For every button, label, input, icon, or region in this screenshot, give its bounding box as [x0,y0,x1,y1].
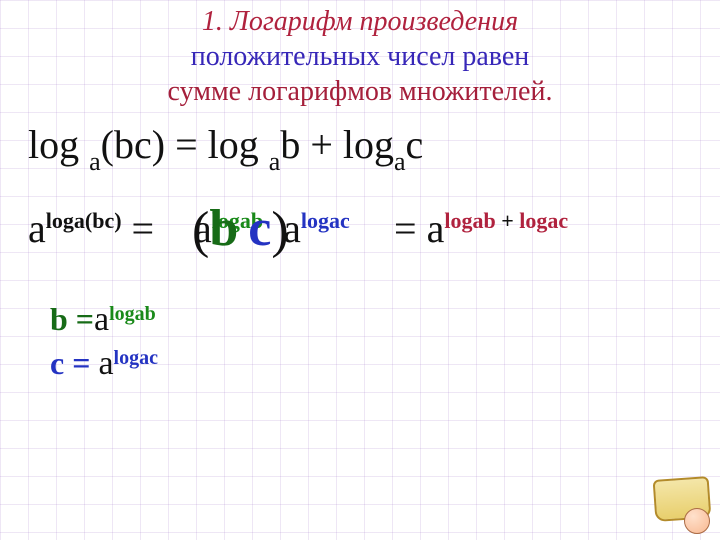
subst-c: c [50,345,64,381]
subst-a2: a [98,345,113,382]
subst-b-line: b =alogab [50,301,696,339]
log-tok-1: log [28,122,79,167]
proof-layer-bc: (b c) [192,199,289,258]
exp-logac-blue: logac [301,208,350,233]
exp-plus: + [496,208,520,233]
proof-eq2: = [394,206,427,251]
proof-line: alogab alogac (b c) aloga(bc) = = alogab… [24,203,696,293]
proof-eq1: = [122,206,155,251]
log-base-2: a [269,147,281,176]
subst-exp-logac: logac [114,347,158,369]
subst-exp-logab: logab [109,303,156,325]
title-line-2: положительных чисел равен [191,41,530,72]
log-tok-3: log [343,122,394,167]
log-arg-bc: (bc) [101,122,165,167]
eq-sign-1: = [165,122,208,167]
subst-a1: a [94,301,109,338]
log-base-1: a [89,147,101,176]
corner-decoration-icon [654,478,712,536]
slide-title: 1. Логарифм произведения положительных ч… [24,4,696,109]
big-b: b [209,200,238,257]
big-c: c [248,200,271,257]
log-base-3: a [394,147,406,176]
subst-c-line: c = alogac [50,345,696,383]
proof-left: aloga(bc) = [28,205,154,252]
plus-sign: + [300,122,343,167]
log-identity: log a(bc) = log ab + logac [28,121,696,185]
log-arg-c: c [406,122,424,167]
exp-logac-red: logac [519,208,568,233]
proof-a3: a [427,206,445,251]
exp-loga-bc: loga(bc) [46,208,122,233]
subst-eq-b: = [68,301,94,337]
log-tok-2: log [208,122,259,167]
open-paren: ( [192,202,209,259]
subst-eq-c: = [64,345,90,381]
proof-right: = alogab + logac [394,205,568,252]
proof-a1: a [28,206,46,251]
title-line-3: сумме логарифмов множителей. [168,76,553,107]
subst-b: b [50,301,68,337]
log-arg-b: b [280,122,300,167]
slide-content: 1. Логарифм произведения положительных ч… [0,0,720,540]
close-paren: ) [271,202,288,259]
title-line-1: 1. Логарифм произведения [202,6,518,37]
exp-logab-red: logab [444,208,495,233]
